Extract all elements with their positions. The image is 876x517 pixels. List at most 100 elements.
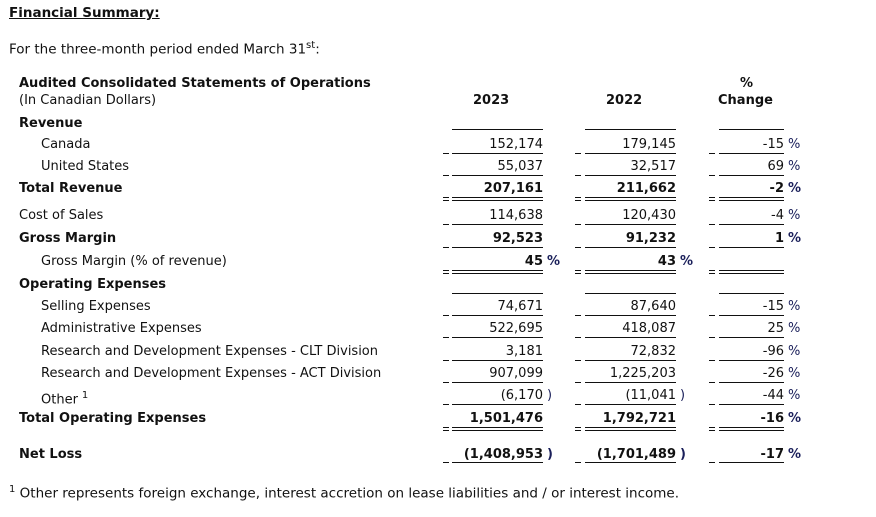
row-label-text: Net Loss xyxy=(19,447,83,462)
rule-dash xyxy=(709,200,715,201)
cell-v2023: 74,671 xyxy=(497,299,544,314)
rule-dash xyxy=(443,224,449,225)
period-colon: : xyxy=(315,41,320,58)
row-rule xyxy=(585,360,676,361)
rule-dash xyxy=(575,153,581,154)
cell-change-unit: % xyxy=(788,159,801,174)
row-rule xyxy=(719,315,784,316)
footnote-mark: 1 xyxy=(9,484,16,495)
rule-dash xyxy=(575,404,581,405)
row-rule xyxy=(719,270,784,271)
rule-dash xyxy=(709,273,715,274)
double-rule xyxy=(585,430,676,431)
row-label: Canada xyxy=(41,137,90,153)
row-rule xyxy=(719,427,784,428)
row-label-text: Canada xyxy=(41,137,91,152)
cell-change: -26 xyxy=(762,366,784,381)
rule-dash xyxy=(709,175,715,176)
footnote-text: Other represents foreign exchange, inter… xyxy=(19,485,680,502)
table-subheading: (In Canadian Dollars) xyxy=(19,93,157,108)
row-rule xyxy=(585,382,676,383)
row-rule xyxy=(585,404,676,405)
row-label-text: Other xyxy=(41,392,78,408)
cell-change: -15 xyxy=(762,299,784,314)
period-label: For the three-month period ended March 3… xyxy=(9,41,307,58)
rule-dash xyxy=(443,200,449,201)
cell-change-unit: % xyxy=(788,299,801,314)
cell-v2023: 45 xyxy=(524,254,543,269)
footnote: 1 Other represents foreign exchange, int… xyxy=(9,484,679,502)
rule-dash xyxy=(443,153,449,154)
period-sup: st xyxy=(306,40,316,51)
row-label: Research and Development Expenses - CLT … xyxy=(41,344,378,360)
cell-v2022: 72,832 xyxy=(630,344,677,359)
rule-dash xyxy=(709,270,715,271)
row-rule xyxy=(719,197,784,198)
double-rule xyxy=(719,200,784,201)
row-rule xyxy=(585,462,676,463)
cell-change-unit: % xyxy=(788,321,801,336)
row-label-text: Selling Expenses xyxy=(41,299,151,314)
row-rule xyxy=(452,337,543,338)
rule-dash xyxy=(443,430,449,431)
row-label-text: Total Revenue xyxy=(19,181,123,196)
rule-dash xyxy=(443,197,449,198)
cell-v2022: (11,041 xyxy=(625,388,676,403)
rule-dash xyxy=(709,427,715,428)
row-rule xyxy=(719,247,784,248)
cell-change-unit: % xyxy=(788,388,801,403)
rule-dash xyxy=(575,197,581,198)
top-rule xyxy=(719,129,784,130)
rule-dash xyxy=(575,337,581,338)
rule-dash xyxy=(709,224,715,225)
cell-v2022: 179,145 xyxy=(622,137,676,152)
financial-summary-title: Financial Summary: xyxy=(9,5,160,21)
cell-change: -2 xyxy=(769,181,784,196)
rule-dash xyxy=(709,153,715,154)
row-rule xyxy=(719,293,784,294)
row-rule xyxy=(452,224,543,225)
row-label-text: Cost of Sales xyxy=(19,208,104,223)
cell-v2023: 152,174 xyxy=(489,137,543,152)
rule-dash xyxy=(709,337,715,338)
rule-dash xyxy=(443,273,449,274)
cell-v2023: 1,501,476 xyxy=(469,411,543,426)
cell-v2023: 207,161 xyxy=(483,181,543,196)
row-rule xyxy=(452,382,543,383)
row-rule xyxy=(719,462,784,463)
row-rule xyxy=(585,270,676,271)
row-label: Gross Margin (% of revenue) xyxy=(41,254,227,270)
column-header-percent: % xyxy=(740,76,754,91)
row-rule xyxy=(452,404,543,405)
cell-change: -16 xyxy=(760,411,785,426)
row-rule xyxy=(452,247,543,248)
row-label-text: Gross Margin (% of revenue) xyxy=(41,254,227,269)
cell-change-unit: % xyxy=(788,344,801,359)
row-label: Selling Expenses xyxy=(41,299,151,315)
rule-dash xyxy=(575,462,581,463)
cell-change: -4 xyxy=(771,208,784,223)
cell-change: 25 xyxy=(767,321,784,336)
row-rule xyxy=(585,315,676,316)
cell-v2022: (1,701,489 xyxy=(596,447,676,462)
cell-v2023: 907,099 xyxy=(489,366,543,381)
rule-dash xyxy=(575,247,581,248)
footnote-mark: 1 xyxy=(81,390,89,401)
double-rule xyxy=(452,200,543,201)
rule-dash xyxy=(709,430,715,431)
rule-dash xyxy=(575,427,581,428)
double-rule xyxy=(719,273,784,274)
period-text: For the three-month period ended March 3… xyxy=(9,40,320,58)
rule-dash xyxy=(575,270,581,271)
row-label-text: Gross Margin xyxy=(19,231,117,246)
row-rule xyxy=(719,153,784,154)
rule-dash xyxy=(443,337,449,338)
double-rule xyxy=(585,273,676,274)
double-rule xyxy=(719,430,784,431)
row-label-text: Administrative Expenses xyxy=(41,321,202,336)
row-label-text: Research and Development Expenses - CLT … xyxy=(41,344,379,359)
row-rule xyxy=(585,175,676,176)
rule-dash xyxy=(443,175,449,176)
row-rule xyxy=(452,315,543,316)
cell-v2023: 92,523 xyxy=(492,231,543,246)
